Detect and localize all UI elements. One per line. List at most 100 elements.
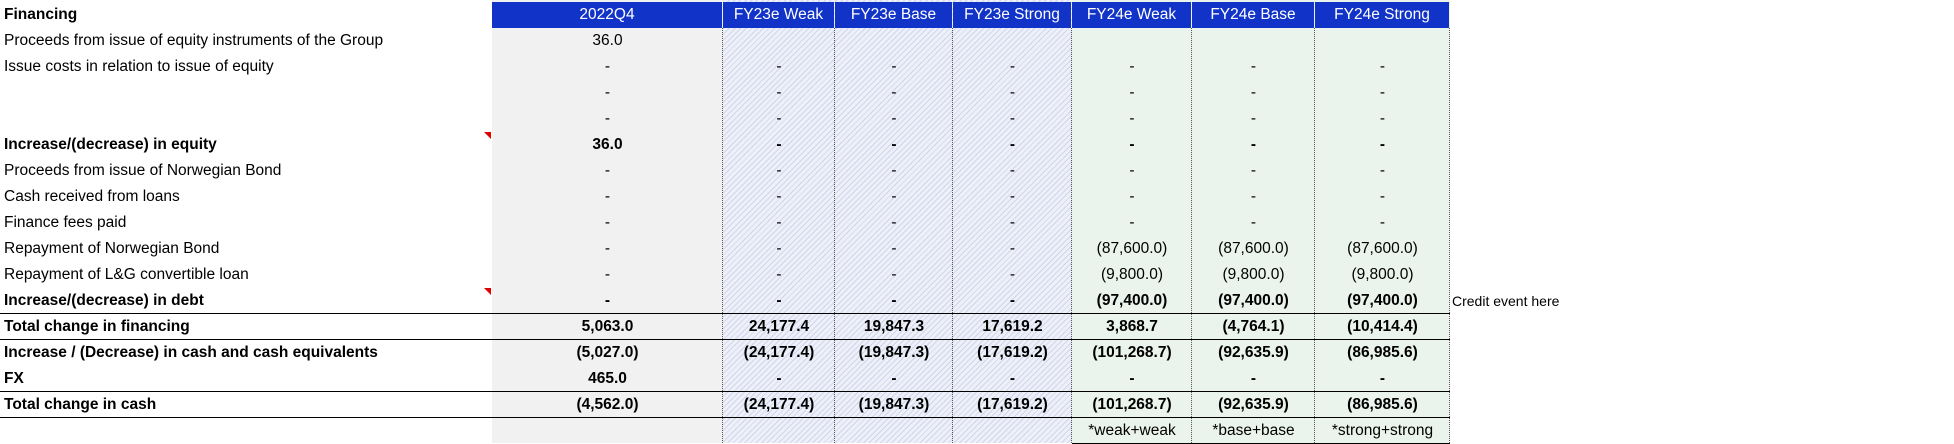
value-cell[interactable]: - <box>1250 84 1257 101</box>
value-cell[interactable]: - <box>604 292 611 309</box>
value-cell[interactable]: - <box>776 214 782 231</box>
row-label[interactable]: Increase / (Decrease) in cash and cash e… <box>4 344 378 361</box>
value-cell[interactable] <box>723 418 835 444</box>
value-cell[interactable]: - <box>1379 162 1386 179</box>
row-label[interactable]: Total change in cash <box>4 396 157 413</box>
value-cell[interactable]: - <box>776 292 782 309</box>
value-cell[interactable]: - <box>891 162 897 179</box>
value-cell[interactable]: - <box>1009 214 1016 231</box>
value-cell[interactable]: - <box>1009 370 1016 387</box>
value-cell[interactable]: - <box>776 266 782 283</box>
value-cell[interactable]: - <box>891 136 897 153</box>
value-cell[interactable]: (4,764.1) <box>1222 318 1285 335</box>
value-cell[interactable]: (87,600.0) <box>1096 240 1168 257</box>
value-cell[interactable]: - <box>1009 58 1016 75</box>
value-cell[interactable]: 17,619.2 <box>982 318 1043 335</box>
column-header-fy24e-weak[interactable]: FY24e Weak <box>1072 2 1191 28</box>
value-cell[interactable]: - <box>604 188 611 205</box>
value-cell[interactable]: - <box>776 110 782 127</box>
value-cell[interactable]: - <box>1009 162 1016 179</box>
value-cell[interactable]: - <box>776 370 782 387</box>
value-cell[interactable]: (19,847.3) <box>858 344 930 361</box>
row-label[interactable]: Increase/(decrease) in equity <box>4 136 217 153</box>
value-cell[interactable]: - <box>1379 214 1386 231</box>
value-cell[interactable] <box>1072 28 1192 54</box>
value-cell[interactable]: - <box>1379 136 1386 153</box>
value-cell[interactable]: - <box>891 370 897 387</box>
value-cell[interactable]: 24,177.4 <box>748 318 810 335</box>
value-cell[interactable]: - <box>1379 110 1386 127</box>
value-cell[interactable]: (97,400.0) <box>1218 292 1289 309</box>
value-cell[interactable]: - <box>1009 188 1016 205</box>
value-cell[interactable]: - <box>1129 136 1135 153</box>
value-cell[interactable]: (24,177.4) <box>743 344 815 361</box>
value-cell[interactable]: 5,063.0 <box>581 318 634 335</box>
value-cell[interactable]: - <box>1129 370 1135 387</box>
value-cell[interactable]: - <box>604 84 611 101</box>
value-cell[interactable]: - <box>1009 240 1016 257</box>
value-cell[interactable]: - <box>1129 58 1135 75</box>
value-cell[interactable]: (97,400.0) <box>1096 292 1168 309</box>
value-cell[interactable]: 36.0 <box>592 136 623 153</box>
value-cell[interactable]: (97,400.0) <box>1347 292 1418 309</box>
row-label[interactable]: Total change in financing <box>4 318 190 335</box>
row-label[interactable]: Increase/(decrease) in debt <box>4 292 204 309</box>
value-cell[interactable]: - <box>891 58 897 75</box>
value-cell[interactable]: - <box>1009 84 1016 101</box>
comment-marker[interactable] <box>484 132 491 139</box>
value-cell[interactable]: (101,268.7) <box>1092 344 1172 361</box>
value-cell[interactable]: (101,268.7) <box>1092 396 1172 413</box>
column-header-fy23e-strong[interactable]: FY23e Strong <box>953 2 1071 28</box>
value-cell[interactable]: - <box>1250 370 1257 387</box>
column-header-2022q4[interactable]: 2022Q4 <box>492 2 722 28</box>
value-cell[interactable] <box>835 28 953 54</box>
row-label[interactable]: FX <box>4 370 24 387</box>
value-cell[interactable]: - <box>1129 162 1135 179</box>
value-cell[interactable]: (9,800.0) <box>1222 266 1285 283</box>
value-cell[interactable]: (17,619.2) <box>977 396 1048 413</box>
value-cell[interactable]: - <box>891 266 897 283</box>
value-cell[interactable]: (92,635.9) <box>1218 344 1289 361</box>
value-cell[interactable] <box>953 28 1072 54</box>
value-cell[interactable]: (19,847.3) <box>858 396 930 413</box>
value-cell[interactable]: 36.0 <box>592 32 623 49</box>
value-cell[interactable]: - <box>891 110 897 127</box>
value-cell[interactable]: - <box>1250 136 1257 153</box>
value-cell[interactable]: (9,800.0) <box>1351 266 1414 283</box>
value-cell[interactable]: - <box>1009 292 1016 309</box>
value-cell[interactable]: 19,847.3 <box>863 318 925 335</box>
value-cell[interactable]: - <box>776 136 782 153</box>
value-cell[interactable]: - <box>1129 214 1135 231</box>
row-label[interactable]: Repayment of L&G convertible loan <box>4 266 249 283</box>
value-cell[interactable]: (10,414.4) <box>1347 318 1418 335</box>
value-cell[interactable]: (86,985.6) <box>1347 396 1418 413</box>
value-cell[interactable]: (4,562.0) <box>576 396 639 413</box>
value-cell[interactable]: - <box>1009 266 1016 283</box>
value-cell[interactable]: *strong+strong <box>1331 422 1434 439</box>
row-label[interactable]: Proceeds from issue of Norwegian Bond <box>4 162 282 179</box>
value-cell[interactable]: - <box>1250 58 1257 75</box>
value-cell[interactable] <box>953 418 1072 444</box>
value-cell[interactable]: (24,177.4) <box>743 396 815 413</box>
value-cell[interactable]: - <box>1379 188 1386 205</box>
value-cell[interactable] <box>1315 28 1450 54</box>
row-label[interactable]: Finance fees paid <box>4 214 127 231</box>
value-cell[interactable]: *base+base <box>1212 422 1295 439</box>
column-header-fy24e-base[interactable]: FY24e Base <box>1192 2 1314 28</box>
value-cell[interactable]: 3,868.7 <box>1106 318 1158 335</box>
value-cell[interactable]: - <box>604 162 611 179</box>
value-cell[interactable]: - <box>1009 136 1016 153</box>
value-cell[interactable]: - <box>776 162 782 179</box>
value-cell[interactable]: 465.0 <box>588 370 627 387</box>
value-cell[interactable]: - <box>891 188 897 205</box>
value-cell[interactable] <box>835 418 953 444</box>
value-cell[interactable]: - <box>891 214 897 231</box>
value-cell[interactable]: (17,619.2) <box>977 344 1048 361</box>
value-cell[interactable]: - <box>891 240 897 257</box>
value-cell[interactable]: - <box>1009 110 1016 127</box>
value-cell[interactable]: - <box>891 292 897 309</box>
value-cell[interactable]: - <box>1129 110 1135 127</box>
value-cell[interactable]: - <box>604 266 611 283</box>
value-cell[interactable]: - <box>604 214 611 231</box>
value-cell[interactable]: - <box>1250 110 1257 127</box>
